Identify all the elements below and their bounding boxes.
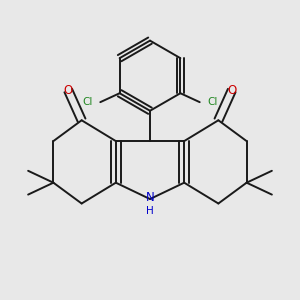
Text: H: H [146, 206, 154, 216]
Text: Cl: Cl [207, 97, 217, 107]
Text: O: O [227, 84, 236, 97]
Text: O: O [64, 84, 73, 97]
Text: Cl: Cl [82, 97, 93, 107]
Text: N: N [146, 191, 154, 204]
